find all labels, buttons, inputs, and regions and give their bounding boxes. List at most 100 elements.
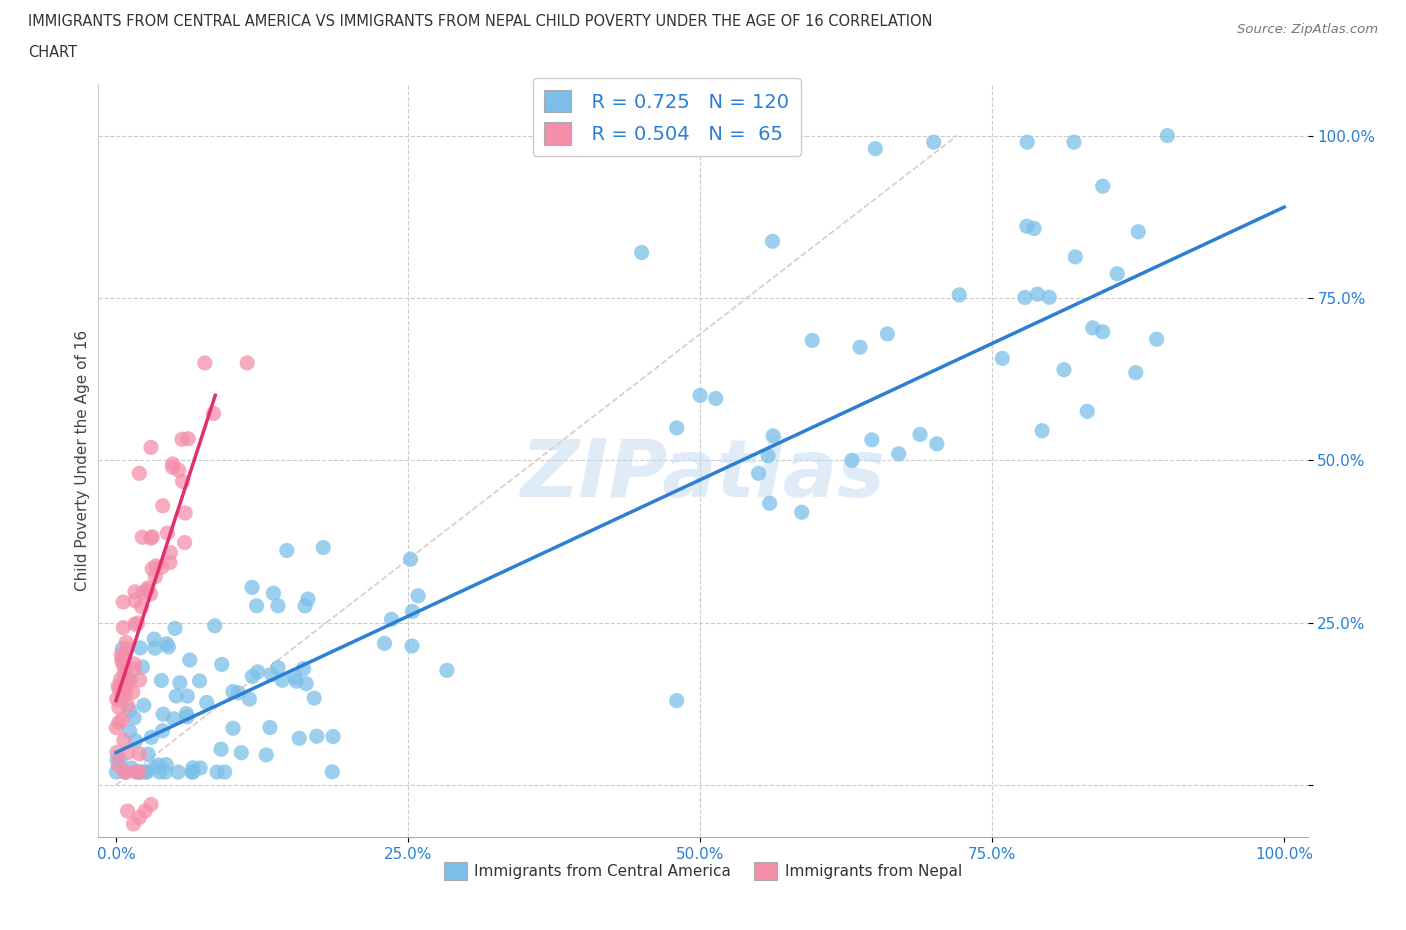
Point (238, 692, 260, 707)
Point (135, 764, 157, 779)
Point (128, 672, 150, 687)
Point (195, 695, 218, 710)
Point (1128, 224, 1150, 239)
Point (246, 664, 269, 679)
Point (117, 678, 139, 693)
Point (149, 764, 172, 779)
Point (925, 436, 948, 451)
Point (152, 724, 174, 738)
Point (135, 583, 157, 598)
Point (124, 661, 146, 676)
Point (665, 420, 688, 435)
Point (148, 758, 170, 773)
Point (114, 764, 136, 779)
Point (630, 246, 652, 260)
Point (1022, 221, 1045, 236)
Point (167, 764, 190, 779)
Point (155, 636, 177, 651)
Point (117, 745, 139, 760)
Point (172, 474, 194, 489)
Point (155, 757, 177, 772)
Point (321, 764, 343, 779)
Point (380, 612, 402, 627)
Point (155, 764, 177, 779)
Point (689, 388, 711, 403)
Point (222, 684, 245, 699)
Point (108, 715, 131, 730)
Point (122, 657, 145, 671)
Point (1038, 290, 1060, 305)
Point (110, 646, 132, 661)
Point (399, 551, 422, 566)
Point (131, 530, 153, 545)
Point (756, 448, 779, 463)
Point (162, 457, 184, 472)
Point (122, 817, 145, 831)
Point (114, 764, 136, 779)
Point (1053, 362, 1076, 377)
Point (167, 463, 190, 478)
Point (1146, 332, 1168, 347)
Point (860, 432, 883, 447)
Point (188, 673, 211, 688)
Point (139, 531, 162, 546)
Point (127, 616, 149, 631)
Point (1031, 423, 1053, 438)
Point (108, 700, 131, 715)
Point (156, 525, 179, 540)
Point (145, 558, 167, 573)
Point (124, 733, 146, 748)
Point (112, 683, 135, 698)
Point (111, 685, 134, 700)
Legend: Immigrants from Central America, Immigrants from Nepal: Immigrants from Central America, Immigra… (437, 856, 969, 886)
Point (112, 660, 135, 675)
Point (122, 711, 145, 725)
Point (865, 141, 887, 156)
Point (240, 669, 263, 684)
Point (132, 698, 155, 712)
Point (152, 707, 174, 722)
Point (141, 529, 163, 544)
Point (139, 587, 162, 602)
Point (165, 688, 187, 703)
Point (292, 661, 315, 676)
Point (170, 432, 193, 446)
Point (761, 233, 783, 248)
Point (112, 620, 135, 635)
Point (141, 562, 163, 577)
Point (790, 505, 813, 520)
Y-axis label: Child Poverty Under the Age of 16: Child Poverty Under the Age of 16 (75, 330, 90, 591)
Point (240, 580, 263, 595)
Point (1156, 128, 1178, 143)
Point (107, 678, 129, 693)
Point (401, 604, 423, 619)
Point (118, 673, 141, 688)
Point (131, 764, 153, 779)
Point (117, 804, 139, 818)
Point (665, 693, 688, 708)
Point (105, 720, 128, 735)
Point (128, 466, 150, 481)
Point (132, 585, 155, 600)
Point (1076, 404, 1098, 418)
Point (139, 440, 162, 455)
Point (406, 589, 429, 604)
Point (114, 687, 136, 702)
Point (285, 673, 308, 688)
Point (1091, 179, 1114, 193)
Point (115, 635, 138, 650)
Point (231, 745, 253, 760)
Point (143, 641, 166, 656)
Point (908, 427, 931, 442)
Point (150, 673, 173, 688)
Point (295, 676, 318, 691)
Point (991, 351, 1014, 365)
Point (118, 724, 141, 738)
Text: ZIPatlas: ZIPatlas (520, 436, 886, 514)
Point (114, 672, 136, 687)
Point (202, 405, 225, 420)
Text: CHART: CHART (28, 45, 77, 60)
Point (152, 498, 174, 513)
Point (1017, 135, 1039, 150)
Point (135, 764, 157, 779)
